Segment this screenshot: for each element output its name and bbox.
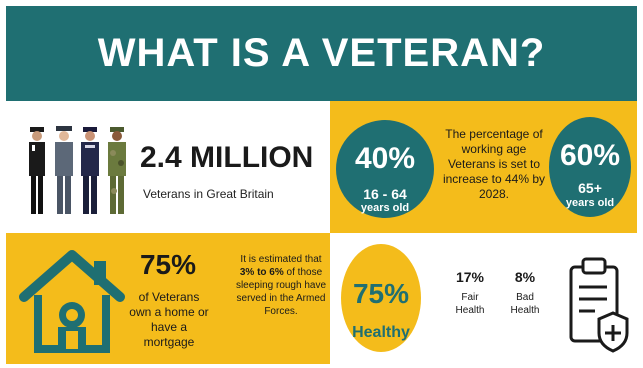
rough-sleeping-percent: 3% to 6% xyxy=(239,267,284,278)
retirement-age-unit: years old xyxy=(565,197,615,209)
home-ownership-panel: 75% of Veterans own a home or have a mor… xyxy=(6,233,330,364)
working-age-percent: 40% xyxy=(354,142,416,175)
house-icon xyxy=(19,250,125,353)
rough-sleeping-note-prefix: It is estimated that xyxy=(240,254,322,265)
fair-health-percent: 17% xyxy=(455,269,485,285)
working-age-unit: years old xyxy=(360,202,410,214)
rough-sleeping-note: It is estimated that 3% to 6% of those s… xyxy=(234,253,328,318)
health-panel: 75% Healthy 17% Fair Health 8% Bad Healt… xyxy=(330,233,637,364)
home-ownership-percent: 75% xyxy=(139,249,197,280)
rough-sleeping-note-suffix: of those sleeping rough have served in t… xyxy=(235,267,327,317)
clipboard-health-icon xyxy=(569,257,629,353)
veteran-population-caption: Veterans in Great Britain xyxy=(143,187,274,201)
bad-health-stat: 8% Bad Health xyxy=(502,269,548,317)
fair-health-stat: 17% Fair Health xyxy=(447,269,493,317)
page-title: WHAT IS A VETERAN? xyxy=(97,31,546,75)
fair-health-label: Fair Health xyxy=(455,292,485,316)
healthy-circle: 75% Healthy xyxy=(341,244,421,352)
working-age-description: The percentage of working age Veterans i… xyxy=(442,127,546,201)
retirement-age-range: 65+ xyxy=(578,180,602,196)
healthy-label: Healthy xyxy=(352,324,410,341)
working-age-circle: 40% 16 - 64 years old xyxy=(336,120,434,218)
soldiers-icon xyxy=(29,126,126,214)
working-age-panel: 40% 16 - 64 years old The percentage of … xyxy=(330,101,637,233)
population-panel: 2.4 MILLION Veterans in Great Britain xyxy=(6,101,330,233)
bad-health-percent: 8% xyxy=(514,269,536,285)
healthy-percent: 75% xyxy=(352,278,410,309)
working-age-range: 16 - 64 xyxy=(363,186,407,202)
header-banner: WHAT IS A VETERAN? xyxy=(6,6,637,101)
bad-health-label: Bad Health xyxy=(510,292,540,316)
retirement-age-circle: 60% 65+ years old xyxy=(549,117,631,217)
veteran-population-number: 2.4 MILLION xyxy=(140,141,314,174)
retirement-age-percent: 60% xyxy=(559,139,621,172)
home-ownership-caption: of Veterans own a home or have a mortgag… xyxy=(129,290,209,349)
